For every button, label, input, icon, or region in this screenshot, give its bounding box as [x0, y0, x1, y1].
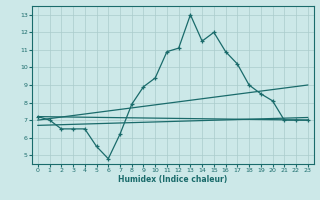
X-axis label: Humidex (Indice chaleur): Humidex (Indice chaleur) — [118, 175, 228, 184]
